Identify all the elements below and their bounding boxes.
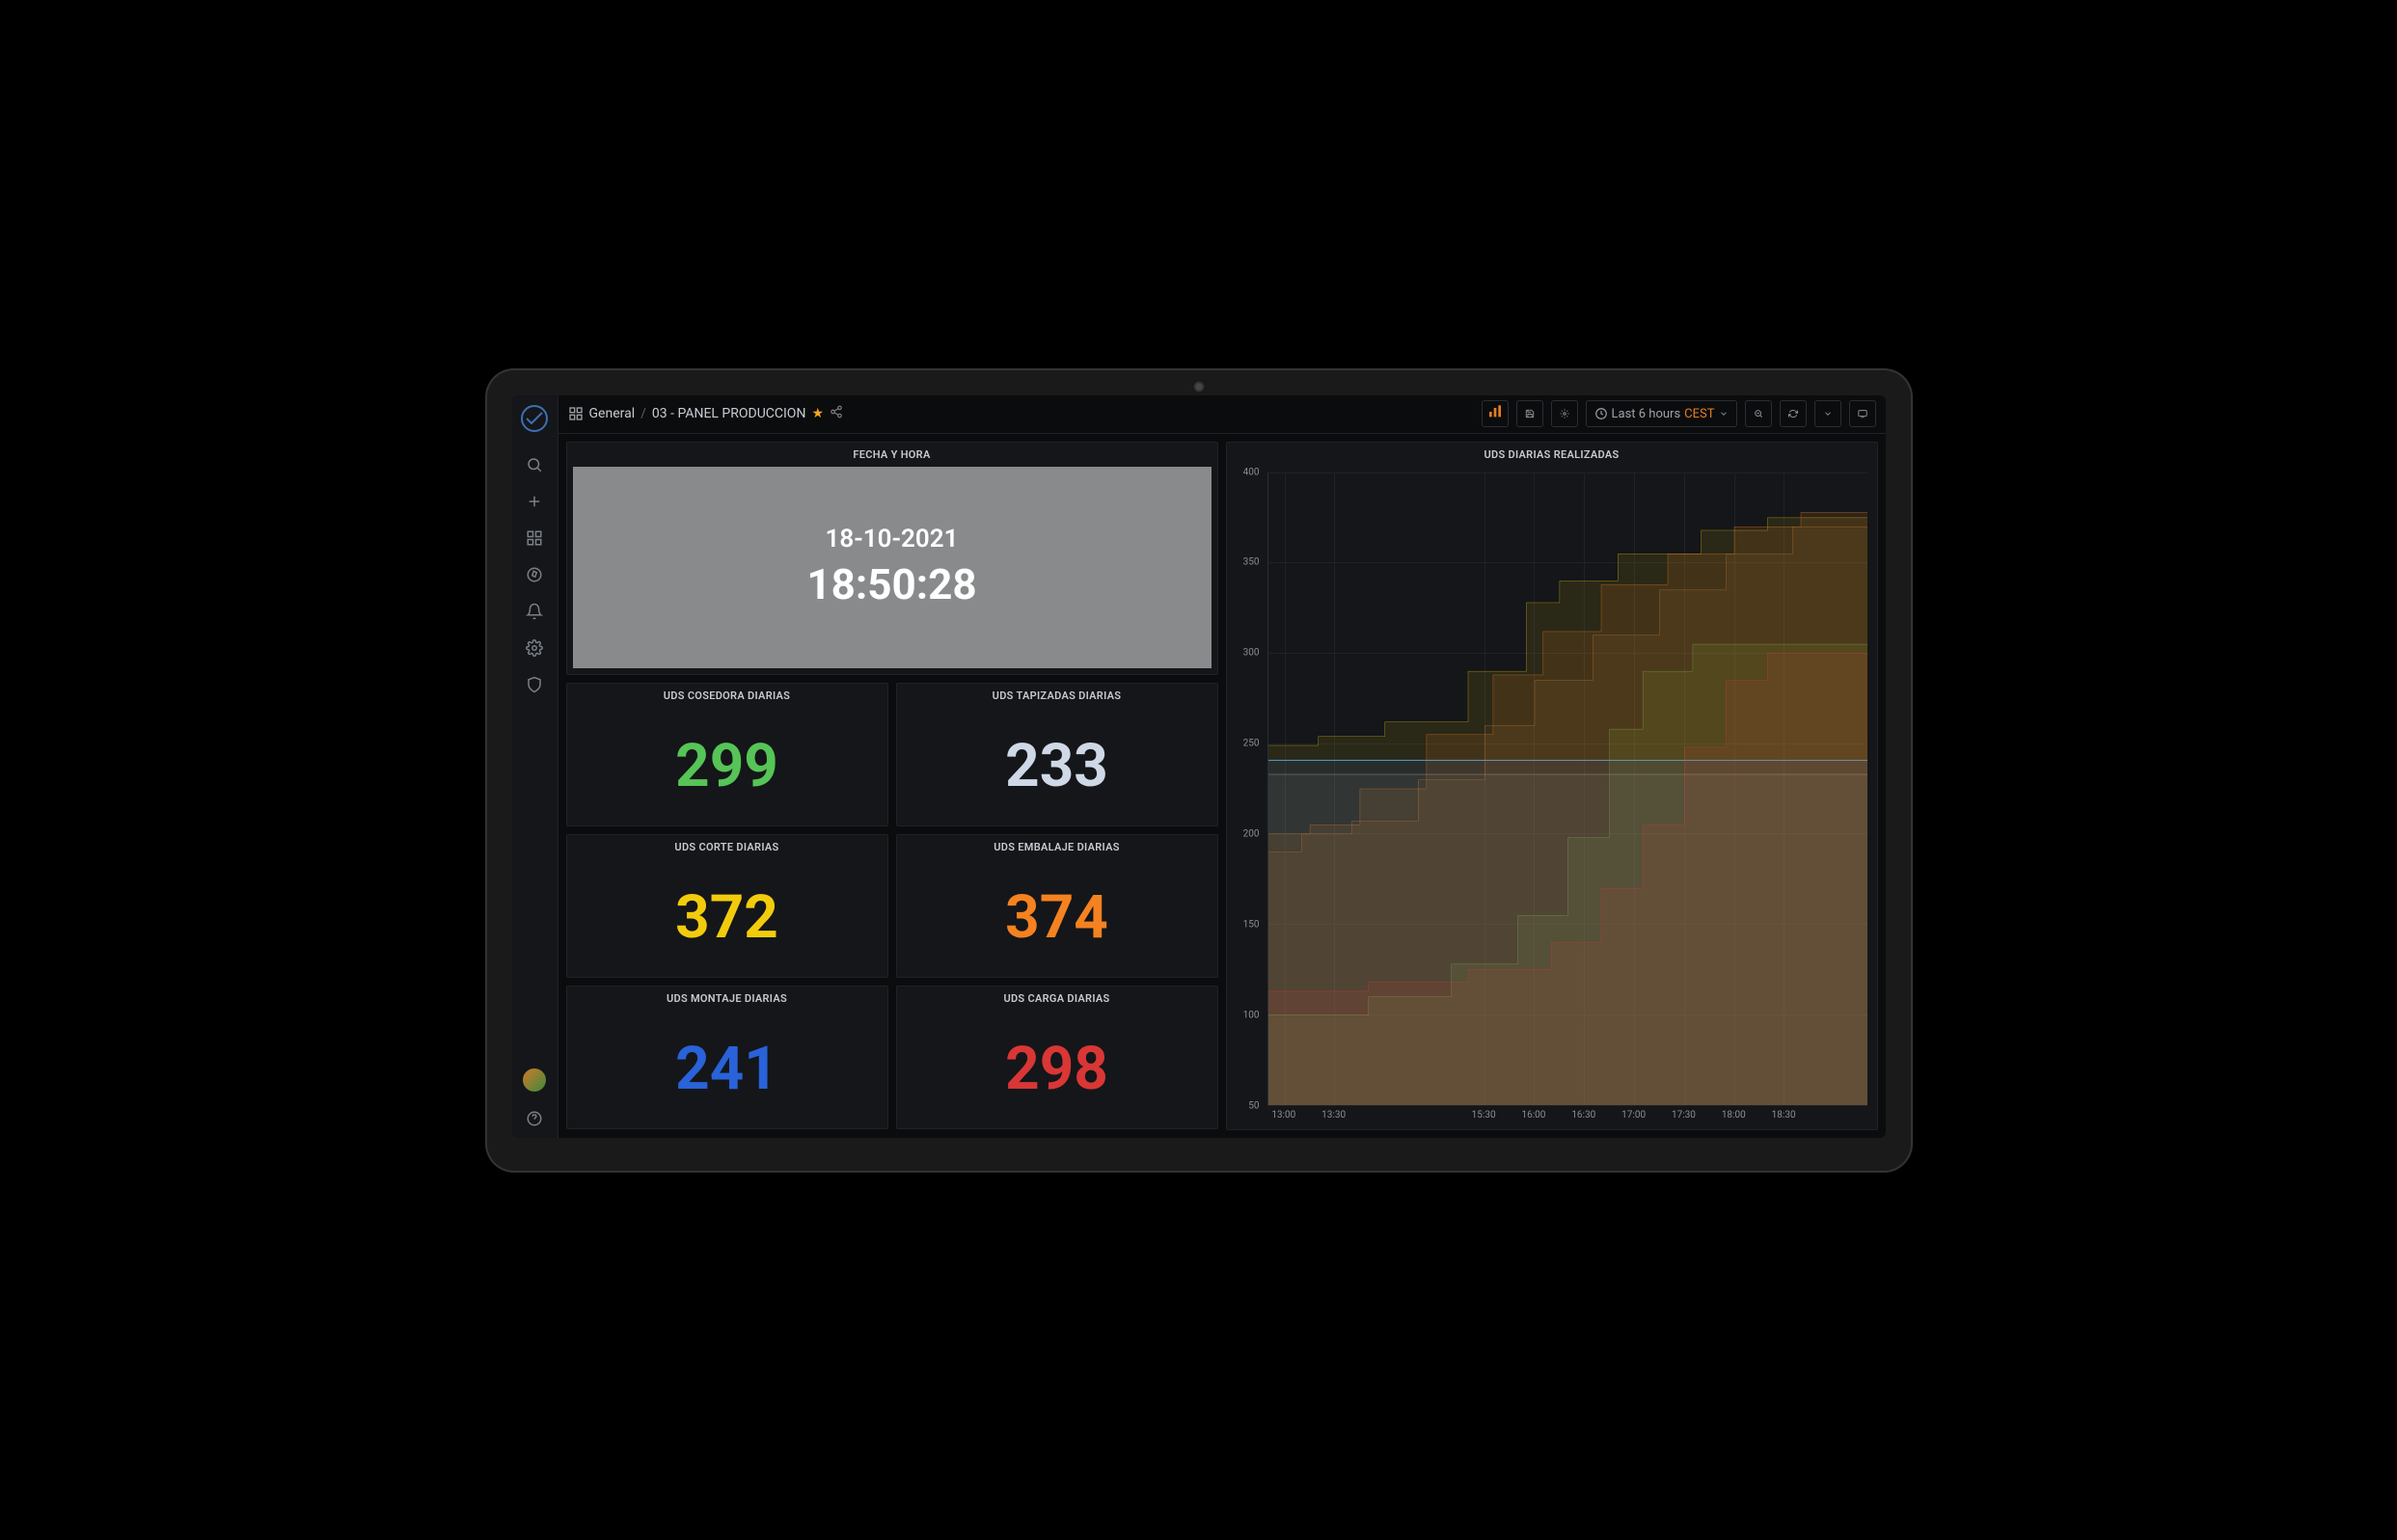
y-tick: 250: [1243, 739, 1260, 749]
main-area: General / 03 - PANEL PRODUCCION ★: [558, 395, 1886, 1138]
y-tick: 400: [1243, 467, 1260, 477]
stat-panel[interactable]: UDS TAPIZADAS DIARIAS 233: [896, 683, 1218, 826]
x-tick: 15:30: [1472, 1110, 1496, 1121]
datetime-panel[interactable]: FECHA Y HORA 18-10-2021 18:50:28: [566, 442, 1218, 675]
save-button[interactable]: [1516, 400, 1543, 427]
panel-title: UDS DIARIAS REALIZADAS: [1227, 443, 1877, 467]
x-axis: 13:00 13:30 15:30 16:00 16:30 17:00 17:30 18:00…: [1267, 1110, 1867, 1125]
y-tick: 150: [1243, 919, 1260, 930]
help-icon[interactable]: [525, 1109, 544, 1128]
panel-title: UDS MONTAJE DIARIAS: [567, 986, 887, 1011]
panel-title: FECHA Y HORA: [567, 443, 1217, 467]
left-column: FECHA Y HORA 18-10-2021 18:50:28 UDS COS…: [566, 442, 1218, 1130]
stats-grid: UDS COSEDORA DIARIAS 299UDS TAPIZADAS DI…: [566, 683, 1218, 1130]
refresh-interval-button[interactable]: [1814, 400, 1841, 427]
refresh-button[interactable]: [1780, 400, 1807, 427]
share-icon[interactable]: [830, 405, 843, 422]
zoom-out-button[interactable]: [1745, 400, 1772, 427]
dashboards-icon[interactable]: [525, 528, 544, 548]
x-tick: 17:30: [1672, 1110, 1696, 1121]
x-tick: 13:30: [1321, 1110, 1346, 1121]
y-tick: 100: [1243, 1010, 1260, 1020]
x-tick: 18:00: [1722, 1110, 1746, 1121]
panel-title: UDS CARGA DIARIAS: [897, 986, 1217, 1011]
grid-icon: [568, 406, 584, 421]
stat-panel[interactable]: UDS COSEDORA DIARIAS 299: [566, 683, 888, 826]
x-tick: 16:00: [1521, 1110, 1545, 1121]
chart-svg: [1268, 473, 1867, 1105]
app-logo[interactable]: [521, 405, 548, 432]
alerting-icon[interactable]: [525, 602, 544, 621]
plot-area: [1267, 473, 1867, 1106]
breadcrumb-folder[interactable]: General: [589, 406, 636, 421]
chevron-down-icon: [1719, 409, 1729, 419]
chart-body: 50100150200250300350400 13:0013:3015:301…: [1227, 467, 1877, 1129]
chart-panel[interactable]: UDS DIARIAS REALIZADAS 50 100 150 200 250 300…: [1226, 442, 1878, 1130]
y-axis: 50100150200250300350400: [1227, 473, 1264, 1106]
stat-panel[interactable]: UDS CORTE DIARIAS 372: [566, 834, 888, 978]
star-icon[interactable]: ★: [811, 406, 824, 421]
sidebar: [512, 395, 558, 1138]
tablet-frame: General / 03 - PANEL PRODUCCION ★: [485, 368, 1913, 1173]
breadcrumb: General / 03 - PANEL PRODUCCION ★: [568, 405, 844, 422]
create-icon[interactable]: [525, 492, 544, 511]
panel-title: UDS COSEDORA DIARIAS: [567, 684, 887, 708]
stat-value: 374: [897, 859, 1217, 977]
x-tick: 17:00: [1621, 1110, 1646, 1121]
stat-panel[interactable]: UDS CARGA DIARIAS 298: [896, 986, 1218, 1129]
stat-value: 233: [897, 708, 1217, 825]
time-picker[interactable]: Last 6 hours CEST: [1586, 400, 1737, 427]
y-tick: 350: [1243, 557, 1260, 568]
tv-mode-button[interactable]: [1849, 400, 1876, 427]
panel-title: UDS CORTE DIARIAS: [567, 835, 887, 859]
search-icon[interactable]: [525, 455, 544, 474]
panel-title: UDS EMBALAJE DIARIAS: [897, 835, 1217, 859]
topbar: General / 03 - PANEL PRODUCCION ★: [558, 395, 1886, 434]
shield-icon[interactable]: [525, 675, 544, 694]
configuration-icon[interactable]: [525, 638, 544, 658]
explore-icon[interactable]: [525, 565, 544, 584]
y-tick: 300: [1243, 648, 1260, 659]
x-tick: 13:00: [1271, 1110, 1295, 1121]
time-text: 18:50:28: [806, 559, 976, 609]
time-range-label: Last 6 hours: [1612, 407, 1681, 421]
stat-value: 241: [567, 1011, 887, 1128]
dashboard-content: FECHA Y HORA 18-10-2021 18:50:28 UDS COS…: [558, 434, 1886, 1138]
add-panel-button[interactable]: [1482, 400, 1509, 427]
datetime-body: 18-10-2021 18:50:28: [573, 467, 1212, 668]
y-tick: 50: [1248, 1100, 1259, 1111]
x-tick: 16:30: [1571, 1110, 1595, 1121]
stat-panel[interactable]: UDS EMBALAJE DIARIAS 374: [896, 834, 1218, 978]
grid-line: [1268, 1105, 1867, 1106]
timezone-label: CEST: [1684, 407, 1714, 421]
screen: General / 03 - PANEL PRODUCCION ★: [512, 395, 1886, 1138]
date-text: 18-10-2021: [826, 525, 959, 554]
breadcrumb-sep: /: [640, 406, 646, 421]
panel-title: UDS TAPIZADAS DIARIAS: [897, 684, 1217, 708]
x-tick: 18:30: [1772, 1110, 1796, 1121]
y-tick: 200: [1243, 828, 1260, 839]
stat-panel[interactable]: UDS MONTAJE DIARIAS 241: [566, 986, 888, 1129]
tablet-camera: [1192, 380, 1206, 393]
stat-value: 372: [567, 859, 887, 977]
breadcrumb-page[interactable]: 03 - PANEL PRODUCCION: [652, 406, 806, 421]
stat-value: 298: [897, 1011, 1217, 1128]
user-avatar[interactable]: [523, 1068, 546, 1092]
stat-value: 299: [567, 708, 887, 825]
settings-button[interactable]: [1551, 400, 1578, 427]
